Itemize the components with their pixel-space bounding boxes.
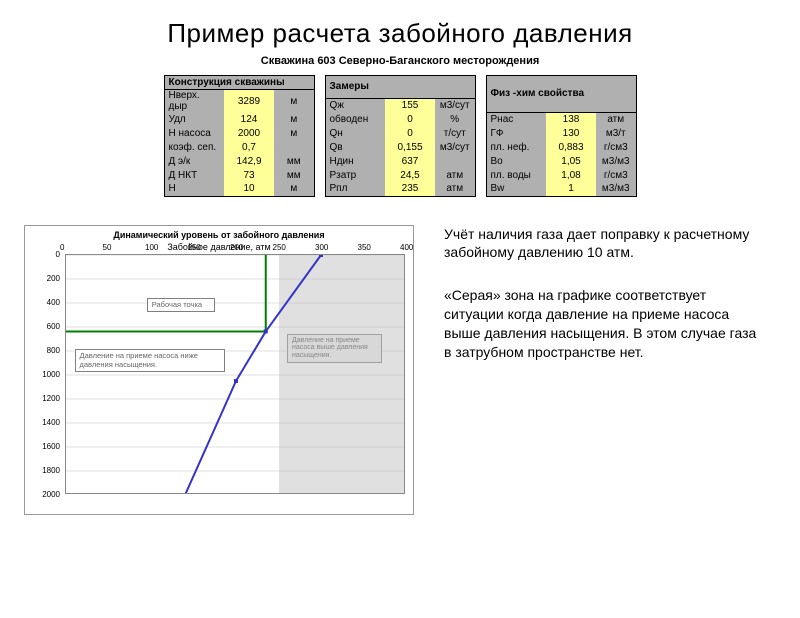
table-properties: Физ -хим свойстваРнас138атмГФ130м3/тпл. …: [486, 75, 637, 197]
chart-plot-area: 0501001502002503003504000200400600800100…: [65, 254, 405, 494]
table-row: Н10м: [164, 182, 314, 196]
table-row: Нверх. дыр3289м: [164, 90, 314, 113]
x-tick-label: 300: [315, 243, 328, 252]
x-tick-label: 250: [273, 243, 286, 252]
table-header: Замеры: [325, 76, 475, 99]
table-row: пл. неф.0,883г/см3: [486, 140, 636, 154]
table-header: Конструкция скважины: [164, 76, 314, 90]
y-tick-label: 800: [47, 346, 60, 355]
x-tick-label: 200: [230, 243, 243, 252]
table-row: ГФ130м3/т: [486, 126, 636, 140]
table-row: Рпл235атм: [325, 182, 475, 196]
y-tick-label: 400: [47, 298, 60, 307]
x-tick-label: 100: [145, 243, 158, 252]
chart-callout: Давление на приеме насоса выше давления …: [287, 334, 382, 363]
chart-lines: [66, 255, 404, 493]
y-tick-label: 1600: [42, 442, 60, 451]
table-row: Н насоса2000м: [164, 126, 314, 140]
subtitle: Скважина 603 Северно-Баганского месторож…: [0, 55, 800, 67]
paragraph-1: Учёт наличия газа дает поправку к расчет…: [444, 225, 764, 263]
y-tick-label: 1000: [42, 370, 60, 379]
x-tick-label: 400: [400, 243, 413, 252]
table-row: Удл124м: [164, 112, 314, 126]
x-tick-label: 350: [358, 243, 371, 252]
chart-callout: Рабочая точка: [147, 298, 215, 312]
table-row: Qн0т/сут: [325, 126, 475, 140]
y-tick-label: 1800: [42, 466, 60, 475]
table-row: Д НКТ73мм: [164, 168, 314, 182]
table-row: Рнас138атм: [486, 112, 636, 126]
x-tick-label: 0: [60, 243, 64, 252]
table-row: Рзатр24,5атм: [325, 168, 475, 182]
table-measurements: ЗамерыQж155м3/сутобводен0%Qн0т/сутQв0,15…: [325, 75, 476, 197]
y-tick-label: 1200: [42, 394, 60, 403]
y-tick-label: 200: [47, 274, 60, 283]
x-axis-title: Забойное давление, атм: [31, 242, 407, 252]
paragraph-2: «Серая» зона на графике соответствует си…: [444, 286, 764, 362]
table-header: Физ -хим свойства: [486, 76, 636, 113]
chart-container: Динамический уровень от забойного давлен…: [24, 225, 414, 515]
table-row: обводен0%: [325, 112, 475, 126]
tables-row: Конструкция скважиныНверх. дыр3289мУдл12…: [0, 75, 800, 197]
x-tick-label: 150: [188, 243, 201, 252]
y-tick-label: 1400: [42, 418, 60, 427]
table-row: Во1,05м3/м3: [486, 154, 636, 168]
table-row: Qж155м3/сут: [325, 98, 475, 112]
table-row: коэф. сеп.0,7: [164, 140, 314, 154]
page-title: Пример расчета забойного давления: [0, 18, 800, 49]
table-row: Ндин637: [325, 154, 475, 168]
y-tick-label: 600: [47, 322, 60, 331]
x-tick-label: 50: [103, 243, 112, 252]
explanation-text: Учёт наличия газа дает поправку к расчет…: [444, 225, 764, 515]
chart-callout: Давление на приеме насоса ниже давления …: [75, 349, 225, 372]
y-tick-label: 0: [56, 250, 60, 259]
chart-title: Динамический уровень от забойного давлен…: [31, 230, 407, 240]
table-row: пл. воды1,08г/см3: [486, 168, 636, 182]
table-construction: Конструкция скважиныНверх. дыр3289мУдл12…: [164, 75, 315, 197]
table-row: Д э/к142,9мм: [164, 154, 314, 168]
table-row: Qв0,155м3/сут: [325, 140, 475, 154]
y-tick-label: 2000: [42, 490, 60, 499]
table-row: Bw1м3/м3: [486, 182, 636, 196]
